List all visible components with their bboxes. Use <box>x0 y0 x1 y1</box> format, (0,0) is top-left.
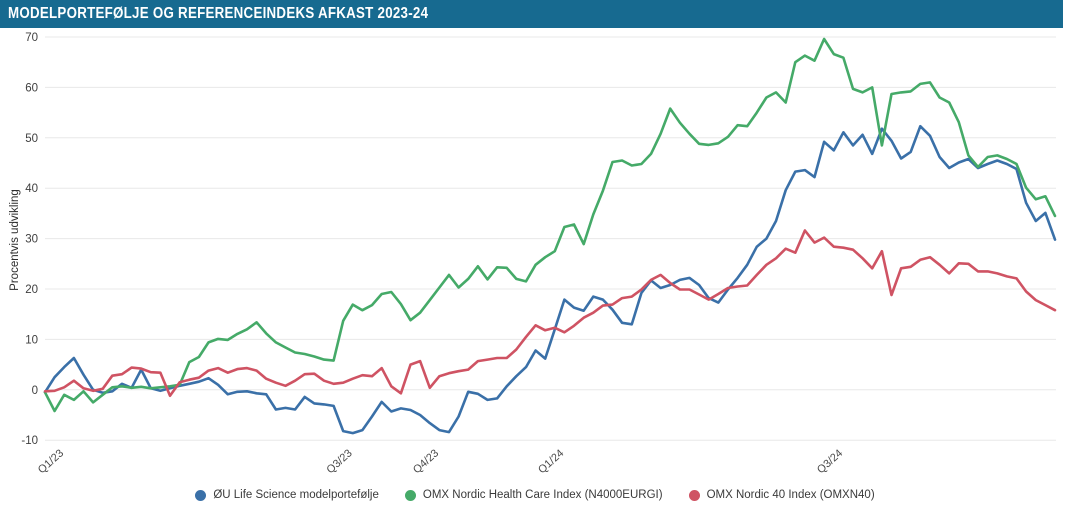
legend-dot-icon <box>195 489 207 501</box>
y-tick-label: 50 <box>25 133 38 145</box>
title-bar: MODELPORTEFØLJE OG REFERENCEINDEKS AFKAS… <box>0 0 1063 28</box>
x-tick-label: Q1/24 <box>536 447 566 476</box>
legend-dot-icon <box>688 489 700 501</box>
series-line-omxn40 <box>43 229 1057 398</box>
page-title: MODELPORTEFØLJE OG REFERENCEINDEKS AFKAS… <box>8 5 429 22</box>
legend-label: OMX Nordic 40 Index (OMXN40) <box>706 489 875 501</box>
y-tick-label: -10 <box>21 435 38 447</box>
y-tick-label: 10 <box>25 334 38 346</box>
series-line-portfolio <box>43 124 1057 435</box>
y-tick-label: 30 <box>25 234 38 246</box>
x-tick-label: Q1/23 <box>36 447 66 476</box>
y-tick-label: 0 <box>32 385 38 397</box>
series-line-healthcare <box>43 37 1057 413</box>
chart-area: Procentvis udvikling 70 60 50 40 30 20 10 0 -10 Q… <box>0 28 1070 488</box>
y-axis-title: Procentvis udvikling <box>9 189 21 291</box>
y-tick-label: 20 <box>25 284 38 296</box>
legend-label: OMX Nordic Health Care Index (N4000EURGI… <box>422 489 663 501</box>
x-tick-label: Q4/23 <box>411 447 441 476</box>
legend: ØU Life Science modelportefølje OMX Nordi… <box>0 489 1070 501</box>
y-tick-label: 70 <box>25 32 38 44</box>
legend-item-omxn40: OMX Nordic 40 Index (OMXN40) <box>688 489 875 501</box>
x-tick-label: Q3/24 <box>815 447 845 476</box>
y-tick-label: 60 <box>25 82 38 94</box>
x-tick-label: Q3/23 <box>324 447 354 476</box>
legend-label: ØU Life Science modelportefølje <box>213 489 379 501</box>
legend-item-healthcare: OMX Nordic Health Care Index (N4000EURGI… <box>404 489 663 501</box>
legend-item-portfolio: ØU Life Science modelportefølje <box>195 489 379 501</box>
legend-dot-icon <box>404 489 416 501</box>
y-tick-label: 40 <box>25 183 38 195</box>
